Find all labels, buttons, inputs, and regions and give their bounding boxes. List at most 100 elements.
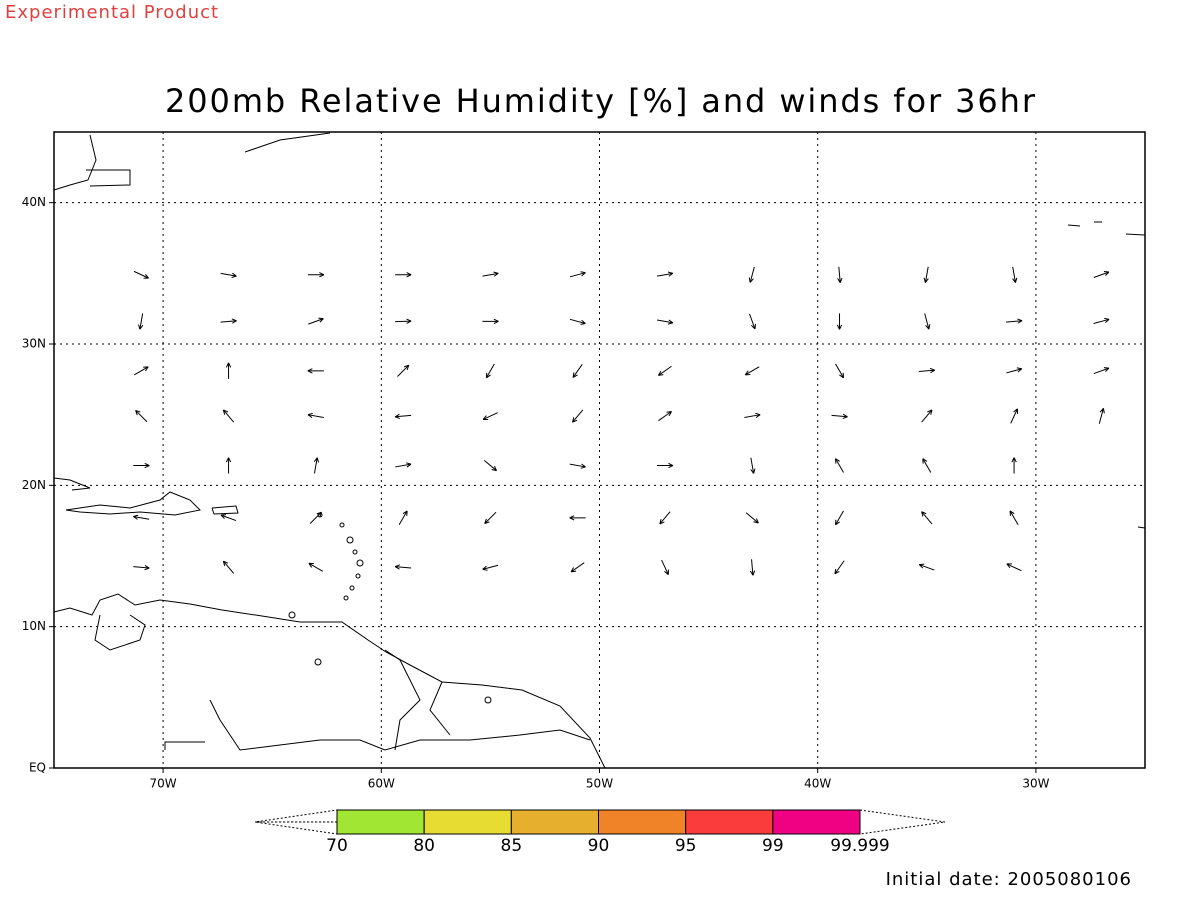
wind-head — [1013, 457, 1017, 463]
wind-arrow — [749, 313, 756, 330]
wind-arrow — [569, 271, 586, 278]
wind-head — [839, 277, 843, 283]
wind-shaft — [918, 369, 935, 373]
wind-head — [664, 571, 669, 575]
wind-arrow — [918, 367, 936, 374]
wind-arrow — [569, 515, 586, 521]
wind-head — [571, 570, 577, 573]
wind-head — [1017, 320, 1023, 324]
wind-head — [307, 414, 313, 419]
wind-shaft — [484, 511, 497, 524]
wind-shaft — [309, 511, 322, 524]
wind-head — [755, 414, 761, 419]
wind-head — [753, 468, 756, 474]
wind-head — [318, 317, 324, 320]
wind-head — [394, 413, 400, 418]
wind-arrow — [835, 510, 844, 526]
wind-arrow — [656, 319, 674, 325]
wind-head — [834, 570, 840, 575]
wind-head — [749, 278, 754, 283]
wind-head — [751, 325, 756, 330]
colorbar-box — [685, 809, 774, 835]
wind-head — [406, 320, 412, 324]
wind-head — [135, 409, 141, 413]
wind-arrow — [313, 457, 320, 474]
wind-head — [919, 563, 925, 566]
wind-arrow — [395, 318, 412, 324]
map-title: 200mb Relative Humidity [%] and winds fo… — [165, 82, 1036, 120]
wind-head — [493, 272, 499, 277]
wind-head — [307, 370, 313, 374]
wind-arrow — [482, 564, 499, 571]
wind-shaft — [835, 510, 844, 526]
colorbar-box — [336, 809, 425, 835]
wind-shaft — [745, 512, 759, 524]
wind-shaft — [1009, 510, 1019, 526]
wind-arrow — [837, 266, 843, 283]
wind-head — [668, 319, 674, 324]
wind-head — [1014, 277, 1018, 283]
wind-shaft — [1093, 318, 1110, 324]
wind-head — [319, 274, 325, 278]
wind-shaft — [838, 266, 841, 283]
wind-head — [659, 518, 662, 525]
wind-shaft — [921, 409, 933, 423]
wind-shaft — [308, 562, 324, 572]
wind-shaft — [569, 463, 586, 468]
wind-arrow — [836, 313, 843, 330]
wind-head — [581, 463, 586, 468]
y-tick-label: EQ — [29, 761, 46, 775]
wind-shaft — [485, 363, 495, 379]
wind-head — [839, 324, 843, 330]
wind-head — [228, 362, 232, 368]
wind-head — [1012, 278, 1016, 283]
wind-head — [144, 465, 150, 469]
wind-shaft — [133, 515, 150, 520]
wind-arrow — [659, 511, 671, 525]
wind-head — [572, 374, 578, 378]
wind-head — [837, 278, 841, 283]
wind-head — [225, 457, 230, 463]
wind-head — [921, 511, 924, 517]
wind-head — [921, 511, 927, 515]
wind-head — [402, 510, 408, 515]
wind-arrow — [835, 363, 845, 379]
wind-head — [231, 318, 237, 322]
wind-head — [1105, 367, 1110, 373]
wind-head — [1102, 408, 1105, 414]
wind-head — [406, 365, 410, 371]
wind-head — [748, 277, 751, 283]
wind-head — [484, 521, 490, 524]
wind-head — [484, 518, 487, 524]
wind-arrow — [133, 270, 149, 279]
wind-head — [139, 324, 144, 330]
wind-arrow — [831, 413, 848, 420]
wind-arrow — [225, 362, 232, 379]
colorbar-box — [772, 809, 861, 835]
wind-head — [668, 462, 674, 466]
colorbar-box — [423, 809, 512, 835]
wind-head — [313, 457, 318, 463]
wind-arrow — [1010, 408, 1019, 424]
wind-shaft — [482, 272, 499, 277]
wind-shaft — [661, 559, 669, 575]
wind-arrow — [220, 318, 237, 324]
wind-arrow — [482, 318, 499, 325]
wind-head — [222, 561, 226, 567]
wind-shaft — [924, 313, 930, 330]
wind-head — [1016, 367, 1022, 370]
wind-shaft — [1006, 320, 1023, 323]
wind-shaft — [656, 272, 673, 277]
wind-shaft — [1010, 408, 1018, 424]
wind-head — [223, 560, 229, 564]
wind-head — [753, 521, 759, 524]
wind-head — [493, 271, 499, 274]
wind-arrow — [1098, 408, 1105, 424]
wind-head — [1013, 408, 1018, 413]
wind-shaft — [482, 564, 499, 570]
wind-head — [220, 514, 227, 516]
wind-shaft — [307, 414, 324, 418]
wind-head — [482, 568, 488, 571]
wind-head — [493, 318, 499, 322]
wind-shaft — [834, 560, 845, 575]
